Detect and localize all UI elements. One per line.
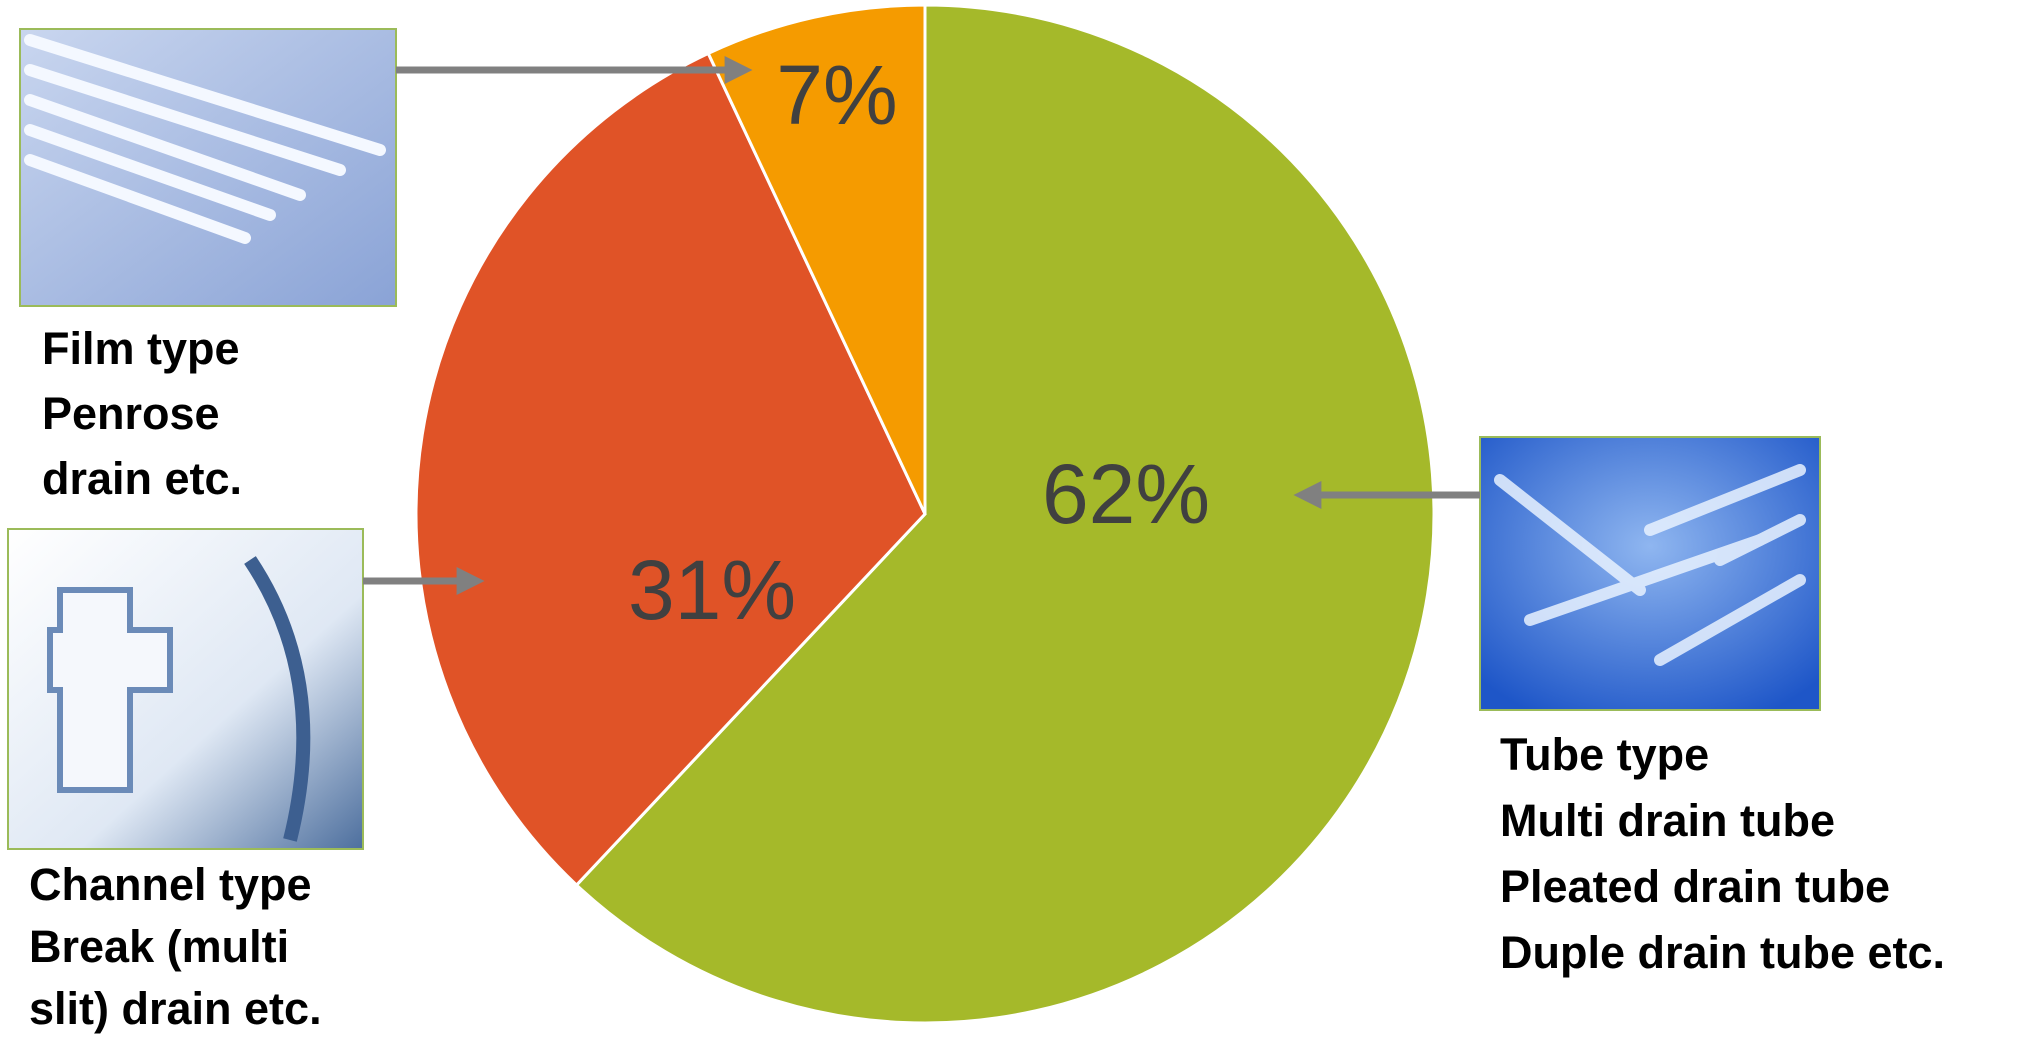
channel-image [7, 528, 364, 850]
film-image [19, 28, 397, 307]
pie-slice [706, 3, 927, 515]
caption-line: slit) drain etc. [29, 983, 322, 1034]
slice-label: 7% [776, 48, 897, 142]
tube-image [1479, 436, 1821, 711]
slice-label: 62% [1042, 447, 1210, 541]
pie-slice [414, 51, 927, 888]
caption-line: Multi drain tube [1500, 795, 1835, 846]
caption-line: Channel type [29, 859, 312, 910]
caption-line: Pleated drain tube [1500, 861, 1890, 912]
pie-slice [574, 3, 1436, 1025]
caption-line: Film type [42, 323, 240, 374]
arrows [363, 56, 1480, 595]
caption-line: Duple drain tube etc. [1500, 927, 1945, 978]
caption-line: Tube type [1500, 729, 1709, 780]
caption-line: Break (multi [29, 921, 289, 972]
pie [414, 3, 1436, 1025]
caption-line: drain etc. [42, 453, 242, 504]
caption-line: Penrose [42, 388, 220, 439]
slice-label: 31% [628, 543, 796, 637]
